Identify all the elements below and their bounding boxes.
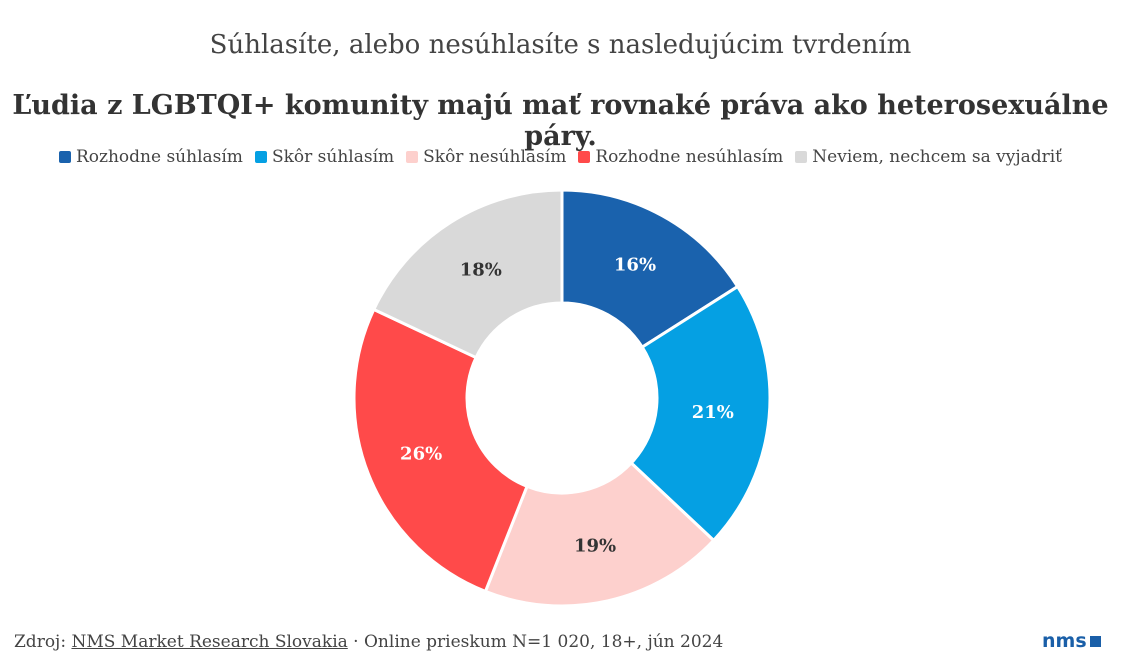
slice-1[interactable] xyxy=(629,285,772,542)
slice-label-4: 18% xyxy=(460,260,502,281)
legend-label-2: Skôr nesúhlasím xyxy=(423,147,567,167)
legend-label-1: Skôr súhlasím xyxy=(271,147,395,167)
slice-label-3: 26% xyxy=(400,443,442,464)
source-prefix: Zdroj: xyxy=(14,632,72,652)
chart-subtitle: Súhlasíte, alebo nesúhlasíte s nasledujú… xyxy=(209,30,912,60)
source-link[interactable]: NMS Market Research Slovakia xyxy=(71,632,348,652)
legend-swatch-2 xyxy=(406,151,419,163)
legend-label-3: Rozhodne nesúhlasím xyxy=(595,147,784,167)
nms-logo: nms xyxy=(1042,630,1101,652)
slice-label-1: 21% xyxy=(692,402,734,423)
slice-3[interactable] xyxy=(352,307,529,593)
legend-item-2[interactable]: Skôr nesúhlasím xyxy=(406,147,566,167)
slice-0[interactable] xyxy=(560,188,740,349)
logo-text: nms xyxy=(1042,630,1087,652)
legend-swatch-1 xyxy=(254,151,267,163)
legend-label-0: Rozhodne súhlasím xyxy=(75,147,243,167)
legend-label-4: Neviem, nechcem sa vyjadriť xyxy=(812,147,1063,167)
legend-swatch-4 xyxy=(795,151,808,163)
source-footer: Zdroj: NMS Market Research Slovakia · On… xyxy=(14,632,723,652)
legend-swatch-3 xyxy=(578,151,591,163)
source-details: · Online prieskum N=1 020, 18+, jún 2024 xyxy=(347,632,724,652)
legend-item-1[interactable]: Skôr súhlasím xyxy=(254,147,395,167)
slice-2[interactable] xyxy=(483,461,716,608)
slice-4[interactable] xyxy=(372,188,564,360)
logo-square-icon xyxy=(1089,635,1101,647)
legend-swatch-0 xyxy=(58,151,71,163)
slice-label-0: 16% xyxy=(614,255,656,276)
legend-item-3[interactable]: Rozhodne nesúhlasím xyxy=(578,147,783,167)
slice-label-2: 19% xyxy=(574,535,616,556)
chart-title: Ľudia z LGBTQI+ komunity majú mať rovnak… xyxy=(12,90,1109,152)
legend-item-4[interactable]: Neviem, nechcem sa vyjadriť xyxy=(795,147,1062,167)
legend-item-0[interactable]: Rozhodne súhlasím xyxy=(58,147,243,167)
legend: Rozhodne súhlasím Skôr súhlasím Skôr nesúh… xyxy=(0,147,1121,167)
